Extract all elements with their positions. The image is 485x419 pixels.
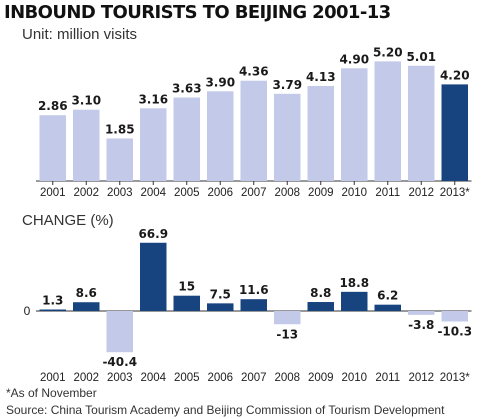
change-value-label: 8.8 xyxy=(310,286,331,300)
tourists-value-label: 3.63 xyxy=(172,82,202,96)
tourists-value-label: 3.79 xyxy=(272,78,302,92)
change-value-label: 11.6 xyxy=(239,283,269,297)
change-value-label: 15 xyxy=(178,280,195,294)
tourists-value-label: 4.90 xyxy=(339,52,369,66)
tourists-value-label: 3.90 xyxy=(205,75,235,89)
bottom-x-tick-label: 2007 xyxy=(241,372,267,384)
y-tick-zero: 0 xyxy=(24,304,31,318)
tourists-bar-2006 xyxy=(207,91,234,181)
top-x-tick-label: 2010 xyxy=(341,187,367,199)
change-bar-2008 xyxy=(274,311,301,325)
tourists-bar-2001 xyxy=(39,115,66,181)
bottom-x-tick-label: 2002 xyxy=(73,372,99,384)
tourists-bar-2013* xyxy=(441,84,468,181)
change-value-label: 8.6 xyxy=(76,286,97,300)
tourists-value-label: 3.16 xyxy=(138,92,168,106)
top-x-tick-label: 2003 xyxy=(107,187,133,199)
bottom-x-tick-label: 2013* xyxy=(440,372,471,384)
change-value-label: 7.5 xyxy=(210,287,231,301)
top-x-tick-label: 2012 xyxy=(408,187,434,199)
change-bar-2006 xyxy=(207,303,234,311)
change-value-label: -40.4 xyxy=(102,355,137,369)
tourists-bar-2004 xyxy=(140,108,167,181)
tourists-bar-2003 xyxy=(106,138,133,181)
change-bar-2013* xyxy=(441,311,468,322)
top-x-tick-label: 2013* xyxy=(440,187,471,199)
bottom-x-tick-label: 2006 xyxy=(207,372,233,384)
unit-label: Unit: million visits xyxy=(22,26,138,43)
top-x-tick-label: 2004 xyxy=(140,187,166,199)
bottom-x-tick-label: 2008 xyxy=(274,372,300,384)
change-bar-2001 xyxy=(39,309,66,311)
bottom-x-tick-label: 2005 xyxy=(174,372,200,384)
tourists-bar-2010 xyxy=(341,68,368,181)
change-value-label: 6.2 xyxy=(377,289,398,303)
change-value-label: 1.3 xyxy=(42,294,63,308)
top-x-tick-label: 2011 xyxy=(375,187,400,199)
tourists-value-label: 4.36 xyxy=(239,65,269,79)
tourists-value-label: 5.20 xyxy=(373,45,403,59)
tourists-bar-2012 xyxy=(408,65,435,181)
change-bar-2002 xyxy=(73,302,100,311)
top-x-tick-label: 2001 xyxy=(40,187,66,199)
change-bar-2004 xyxy=(140,242,167,311)
tourists-value-label: 3.10 xyxy=(71,94,101,108)
change-bar-2009 xyxy=(307,302,334,311)
change-bar-2005 xyxy=(173,295,200,311)
change-bar-2012 xyxy=(408,311,435,315)
tourists-bar-2007 xyxy=(240,80,267,181)
change-chart-label: CHANGE (%) xyxy=(22,212,114,229)
tourists-bar-2005 xyxy=(173,97,200,181)
bottom-x-tick-label: 2012 xyxy=(408,372,434,384)
change-value-label: 66.9 xyxy=(138,227,168,241)
bottom-x-tick-label: 2010 xyxy=(341,372,367,384)
top-x-tick-label: 2007 xyxy=(241,187,267,199)
top-x-tick-label: 2009 xyxy=(308,187,334,199)
tourists-value-label: 5.01 xyxy=(406,50,436,64)
top-x-tick-label: 2005 xyxy=(174,187,200,199)
tourists-value-label: 2.86 xyxy=(38,99,68,113)
change-value-label: -3.8 xyxy=(408,318,434,332)
change-bar-2007 xyxy=(240,299,267,311)
tourists-value-label: 1.85 xyxy=(105,122,135,136)
tourists-value-label: 4.20 xyxy=(440,68,470,82)
bottom-x-tick-label: 2011 xyxy=(375,372,400,384)
footnote: *As of November xyxy=(6,386,97,400)
top-x-tick-label: 2008 xyxy=(274,187,300,199)
top-x-tick-label: 2002 xyxy=(73,187,99,199)
change-bar-2011 xyxy=(374,304,401,311)
change-value-label: -10.3 xyxy=(437,325,472,339)
change-value-label: 18.8 xyxy=(339,276,369,290)
change-value-label: -13 xyxy=(276,327,298,341)
tourists-bar-2002 xyxy=(73,109,100,181)
bottom-x-tick-label: 2009 xyxy=(308,372,334,384)
chart-title: INBOUND TOURISTS TO BEIJING 2001-13 xyxy=(4,2,391,23)
change-bar-2003 xyxy=(106,311,133,353)
source-note: Source: China Tourism Academy and Beijin… xyxy=(6,403,445,417)
bottom-x-tick-label: 2004 xyxy=(140,372,166,384)
tourists-bar-2011 xyxy=(374,61,401,181)
bottom-x-tick-label: 2003 xyxy=(107,372,133,384)
tourists-bar-2008 xyxy=(274,93,301,181)
top-x-tick-label: 2006 xyxy=(207,187,233,199)
tourists-value-label: 4.13 xyxy=(306,70,336,84)
tourists-bar-2009 xyxy=(307,86,334,181)
change-bar-2010 xyxy=(341,291,368,311)
bottom-x-tick-label: 2001 xyxy=(40,372,66,384)
